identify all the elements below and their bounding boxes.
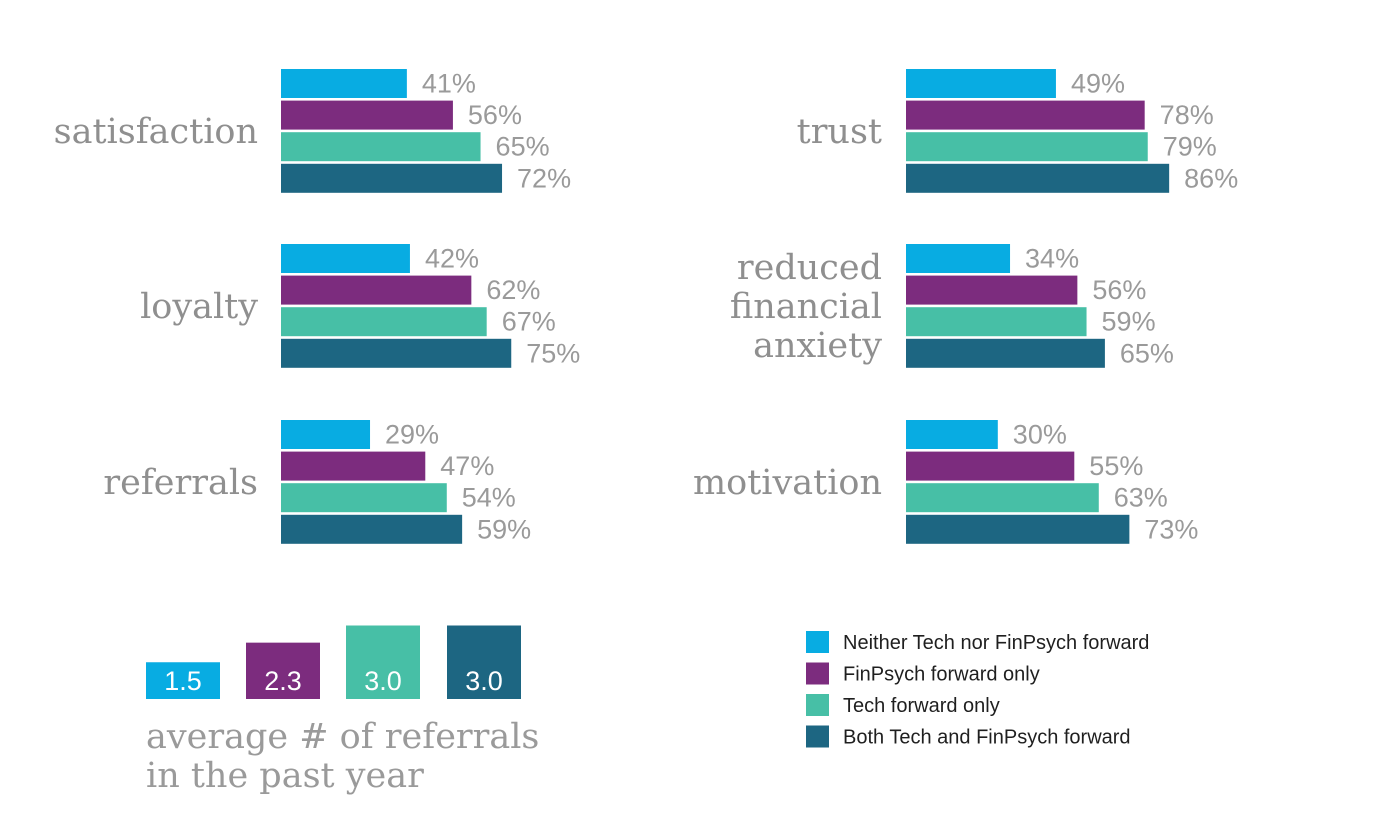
- value-label: 56%: [1092, 275, 1146, 305]
- bar: [906, 100, 1145, 130]
- bar: [281, 307, 487, 337]
- value-label: 41%: [422, 69, 476, 99]
- legend-entry: Both Tech and FinPsych forward: [843, 727, 1131, 749]
- value-label: 59%: [1102, 307, 1156, 337]
- value-label: 62%: [486, 275, 540, 305]
- bar: [281, 244, 410, 273]
- legend-entry: FinPsych forward only: [843, 664, 1040, 686]
- legend-entry: Tech forward only: [843, 695, 1000, 717]
- value-label: 67%: [502, 307, 556, 337]
- avg-bar: [146, 662, 220, 699]
- bar: [906, 514, 1130, 544]
- avg-value-label: 2.3: [264, 666, 302, 696]
- bar: [281, 451, 426, 481]
- bar: [906, 420, 998, 449]
- bar: [906, 307, 1087, 337]
- category-label: reduced: [737, 248, 882, 288]
- bar: [906, 483, 1099, 513]
- avg-bar: [447, 625, 521, 699]
- value-label: 30%: [1013, 420, 1067, 450]
- value-label: 65%: [496, 132, 550, 162]
- value-label: 42%: [425, 244, 479, 274]
- bar: [906, 244, 1011, 273]
- category-label: satisfaction: [54, 112, 258, 152]
- legend-swatch: [806, 694, 829, 716]
- value-label: 56%: [468, 100, 522, 130]
- category-label: referrals: [103, 463, 258, 503]
- category-label: motivation: [693, 463, 882, 503]
- avg-value-label: 3.0: [465, 666, 503, 696]
- legend-entry: Neither Tech nor FinPsych forward: [843, 632, 1149, 654]
- value-label: 49%: [1071, 69, 1125, 99]
- bar: [906, 163, 1170, 193]
- bar: [906, 338, 1105, 368]
- value-label: 34%: [1025, 244, 1079, 274]
- value-label: 54%: [462, 483, 516, 513]
- value-label: 73%: [1144, 514, 1198, 544]
- legend-swatch: [806, 662, 829, 685]
- legend-swatch: [806, 631, 829, 653]
- bar: [906, 451, 1075, 481]
- bar: [281, 483, 447, 513]
- avg-value-label: 3.0: [364, 666, 402, 696]
- category-label: trust: [797, 112, 882, 152]
- bar: [281, 514, 463, 544]
- bar: [281, 132, 481, 162]
- bar: [281, 338, 512, 368]
- value-label: 78%: [1160, 100, 1214, 130]
- bar: [906, 275, 1078, 305]
- bar: [281, 163, 503, 193]
- avg-caption: average # of referrals: [146, 717, 539, 757]
- category-label: loyalty: [140, 287, 258, 327]
- value-label: 29%: [385, 420, 439, 450]
- value-label: 75%: [526, 338, 580, 368]
- value-label: 59%: [477, 514, 531, 544]
- value-label: 65%: [1120, 338, 1174, 368]
- avg-value-label: 1.5: [164, 666, 202, 696]
- bar: [281, 420, 371, 449]
- avg-caption: in the past year: [146, 756, 424, 796]
- bar: [281, 275, 472, 305]
- value-label: 47%: [440, 451, 494, 481]
- value-label: 55%: [1089, 451, 1143, 481]
- bar: [281, 69, 407, 98]
- value-label: 63%: [1114, 483, 1168, 513]
- category-label: financial: [730, 287, 882, 327]
- avg-bar: [346, 625, 420, 699]
- value-label: 72%: [517, 163, 571, 193]
- value-label: 79%: [1163, 132, 1217, 162]
- value-label: 86%: [1184, 163, 1238, 193]
- bar: [281, 100, 453, 130]
- bar: [906, 69, 1056, 98]
- bar: [906, 132, 1148, 162]
- legend-swatch: [806, 725, 829, 748]
- avg-bar: [246, 642, 320, 699]
- category-label: anxiety: [753, 326, 882, 366]
